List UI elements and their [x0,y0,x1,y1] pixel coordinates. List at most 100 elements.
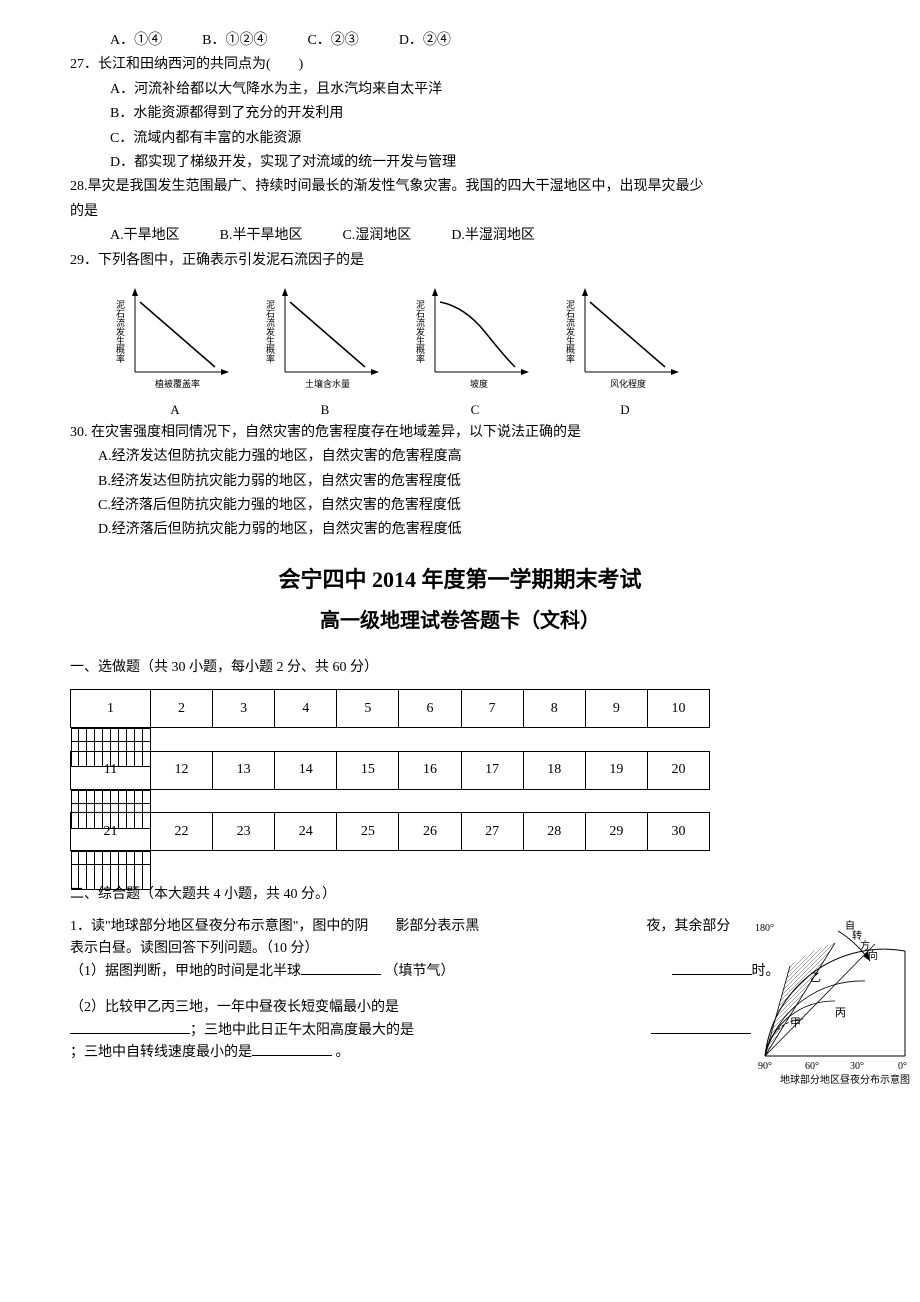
q27-opt-a: A．河流补给都以大气降水为主，且水汽均来自太平洋 [110,79,850,101]
q27-opt-d: D．都实现了梯级开发，实现了对流域的统一开发与管理 [110,152,850,174]
blank-field[interactable] [70,1020,190,1034]
cell: 16 [399,751,461,789]
blank-field[interactable] [651,1020,751,1034]
cell: 15 [337,751,399,789]
q26-opt-a: A．①④ [110,30,162,52]
q29-charts: 泥石流发生概率 植被覆盖率 A 泥石流发生概率 土壤含水量 B 泥石流发生概率 … [70,282,850,392]
svg-text:土壤含水量: 土壤含水量 [305,378,350,389]
cell: 30 [647,813,709,851]
svg-text:泥石流发生概率: 泥石流发生概率 [415,300,425,364]
cell: 3 [213,690,275,728]
cell: 13 [213,751,275,789]
cell: 17 [461,751,523,789]
blank-field[interactable] [252,1042,332,1056]
q29-stem: 29．下列各图中，正确表示引发泥石流因子的是 [70,250,850,272]
svg-text:植被覆盖率: 植被覆盖率 [155,378,200,389]
eq1-sub2c: ；三地中自转线速度最小的是 [70,1045,252,1060]
svg-text:风化程度: 风化程度 [610,378,646,389]
cell: 27 [461,813,523,851]
q28-opt-a: A.干旱地区 [110,225,180,247]
chart-a: 泥石流发生概率 植被覆盖率 A [110,282,240,392]
q30-opt-c: C.经济落后但防抗灾能力强的地区，自然灾害的危害程度低 [98,495,850,517]
svg-text:泥石流发生概率: 泥石流发生概率 [565,300,575,364]
chart-c-letter: C [471,400,480,421]
chart-b-letter: B [321,400,330,421]
cell: 23 [213,813,275,851]
q26-options: A．①④ B．①②④ C．②③ D．②④ [110,30,850,52]
chart-b: 泥石流发生概率 土壤含水量 B [260,282,390,392]
table-row: 1 2 3 4 5 6 7 8 9 10 [71,690,710,728]
q28-options: A.干旱地区 B.半干旱地区 C.湿润地区 D.半湿润地区 [110,225,850,247]
svg-text:90°: 90° [758,1061,772,1072]
svg-text:0°: 0° [898,1061,907,1072]
q26-opt-c: C．②③ [307,30,358,52]
eq1-sub1a: （1）据图判断，甲地的时间是北半球 [70,964,301,979]
eq1-line2: 表示白昼。读图回答下列问题。（10 分） [70,938,850,960]
chart-d-letter: D [620,400,629,421]
cell: 10 [647,690,709,728]
answer-grid: 1 2 3 4 5 6 7 8 9 10 11 12 13 14 15 16 1… [70,689,710,873]
table-row [71,790,151,804]
q26-opt-d: D．②④ [399,30,451,52]
q28-opt-b: B.半干旱地区 [220,225,303,247]
cell: 6 [399,690,461,728]
q27-stem: 27．长江和田纳西河的共同点为( ) [70,54,850,76]
chart-d: 泥石流发生概率 风化程度 D [560,282,690,392]
exam-title-1: 会宁四中 2014 年度第一学期期末考试 [70,562,850,597]
cell: 19 [585,751,647,789]
cell: 12 [151,751,213,789]
svg-text:坡度: 坡度 [470,378,488,389]
table-row [71,851,151,865]
exam-title-2: 高一级地理试卷答题卡（文科） [70,605,850,637]
cell: 28 [523,813,585,851]
cell: 18 [523,751,585,789]
table-row: 21 22 23 24 25 26 27 28 29 30 [71,813,710,851]
cell: 24 [275,813,337,851]
cell: 4 [275,690,337,728]
cell: 5 [337,690,399,728]
eq1-line1a: 1．读"地球部分地区昼夜分布示意图"，图中的阴 [70,919,368,934]
cell: 8 [523,690,585,728]
section2-header: 二、综合题（本大题共 4 小题，共 40 分。） [70,884,850,906]
svg-text:丙: 丙 [835,1007,846,1019]
blank-field[interactable] [301,961,381,975]
chart-a-letter: A [170,400,179,421]
svg-text:甲: 甲 [790,1017,801,1029]
q28-opt-c: C.湿润地区 [342,225,411,247]
cell: 20 [647,751,709,789]
eq1-sub2d: 。 [336,1045,350,1060]
cell: 1 [71,690,151,728]
q28-opt-d: D.半湿润地区 [451,225,535,247]
eq1-sub1b: （填节气） [385,964,455,979]
q30-opt-d: D.经济落后但防抗灾能力弱的地区，自然灾害的危害程度低 [98,519,850,541]
table-row [71,728,151,742]
q30-opt-a: A.经济发达但防抗灾能力强的地区，自然灾害的危害程度高 [98,446,850,468]
chart-c: 泥石流发生概率 坡度 C [410,282,540,392]
cell: 26 [399,813,461,851]
q30-opt-b: B.经济发达但防抗灾能力弱的地区，自然灾害的危害程度低 [98,471,850,493]
q27-opt-c: C．流域内都有丰富的水能资源 [110,128,850,150]
q26-opt-b: B．①②④ [202,30,267,52]
cell: 14 [275,751,337,789]
svg-text:泥石流发生概率: 泥石流发生概率 [115,300,125,364]
q30-stem: 30. 在灾害强度相同情况下，自然灾害的危害程度存在地域差异，以下说法正确的是 [70,422,850,444]
q27-opt-b: B．水能资源都得到了充分的开发利用 [110,103,850,125]
svg-text:泥石流发生概率: 泥石流发生概率 [265,300,275,364]
cell: 22 [151,813,213,851]
svg-text:30°: 30° [850,1061,864,1072]
svg-text:地球部分地区昼夜分布示意图: 地球部分地区昼夜分布示意图 [780,1073,910,1086]
cell: 9 [585,690,647,728]
cell: 29 [585,813,647,851]
eq1-sub2a: （2）比较甲乙丙三地，一年中昼夜长短变幅最小的是 [70,997,850,1019]
cell: 25 [337,813,399,851]
section1-header: 一、选做题（共 30 小题，每小题 2 分、共 60 分） [70,657,850,679]
globe-diagram: 180° 90° 60° 30° 0° 甲 乙 丙 自 转 方 向 地球部分地区… [750,911,920,1086]
q28-stem-l2: 的是 [70,201,850,223]
blank-field[interactable] [672,961,752,975]
eq1-sub2b: ；三地中此日正午太阳高度最大的是 [190,1023,414,1038]
eq1-line1c: 夜，其余部分 [646,919,730,934]
cell: 2 [151,690,213,728]
eq1-line1b: 影部分表示黑 [395,919,479,934]
table-row: 11 12 13 14 15 16 17 18 19 20 [71,751,710,789]
svg-text:60°: 60° [805,1061,819,1072]
